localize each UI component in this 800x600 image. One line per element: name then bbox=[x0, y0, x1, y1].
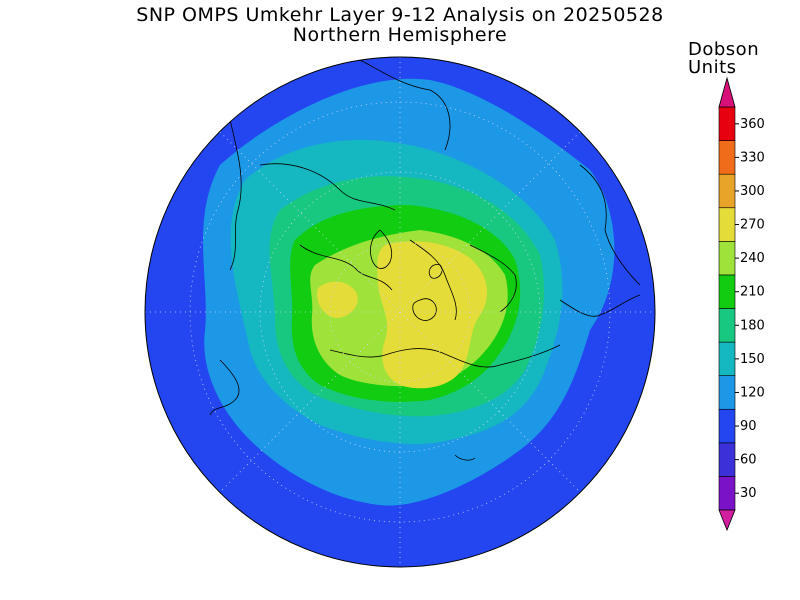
colorbar-tick-label-180: 180 bbox=[740, 318, 765, 333]
colorbar-band-1 bbox=[718, 442, 736, 477]
colorbar-tick-label-270: 270 bbox=[740, 218, 765, 233]
colorbar-band-4 bbox=[718, 341, 736, 376]
colorbar-tick-label-300: 300 bbox=[740, 184, 765, 199]
colorbar-tick-label-360: 360 bbox=[740, 117, 765, 132]
map-border bbox=[144, 56, 656, 568]
map-subtitle: Northern Hemisphere bbox=[292, 24, 508, 46]
graticule bbox=[145, 57, 655, 567]
colorbar-unit-label-1: Dobson bbox=[688, 39, 760, 60]
colorbar-band-5 bbox=[718, 308, 736, 343]
colorbar-tick-label-150: 150 bbox=[740, 352, 765, 367]
colorbar-band-11 bbox=[718, 106, 736, 141]
coastlines bbox=[209, 59, 641, 461]
colorbar-tick-label-90: 90 bbox=[740, 419, 757, 434]
colorbar-tick-label-210: 210 bbox=[740, 285, 765, 300]
ozone-band-270-west bbox=[317, 281, 358, 318]
colorbar-arrow-high bbox=[718, 76, 736, 108]
colorbar-band-2 bbox=[718, 408, 736, 444]
colorbar-arrow-low bbox=[718, 509, 736, 532]
colorbar-tick-label-330: 330 bbox=[740, 150, 765, 165]
colorbar-band-8 bbox=[718, 207, 736, 242]
colorbar-band-6 bbox=[718, 274, 736, 309]
colorbar-tick-label-60: 60 bbox=[740, 453, 757, 468]
map-title: SNP OMPS Umkehr Layer 9-12 Analysis on 2… bbox=[136, 4, 664, 26]
colorbar-tick-label-120: 120 bbox=[740, 385, 765, 400]
colorbar-band-9 bbox=[718, 173, 736, 209]
colorbar-tick-label-30: 30 bbox=[740, 486, 757, 501]
colorbar-band-10 bbox=[718, 140, 736, 175]
colorbar-tick-label-240: 240 bbox=[740, 251, 765, 266]
colorbar-band-7 bbox=[718, 241, 736, 276]
ozone-band-270-core bbox=[377, 241, 488, 389]
colorbar-unit-label-2: Units bbox=[688, 57, 737, 78]
colorbar-band-3 bbox=[718, 375, 736, 410]
colorbar-band-0 bbox=[718, 476, 736, 511]
